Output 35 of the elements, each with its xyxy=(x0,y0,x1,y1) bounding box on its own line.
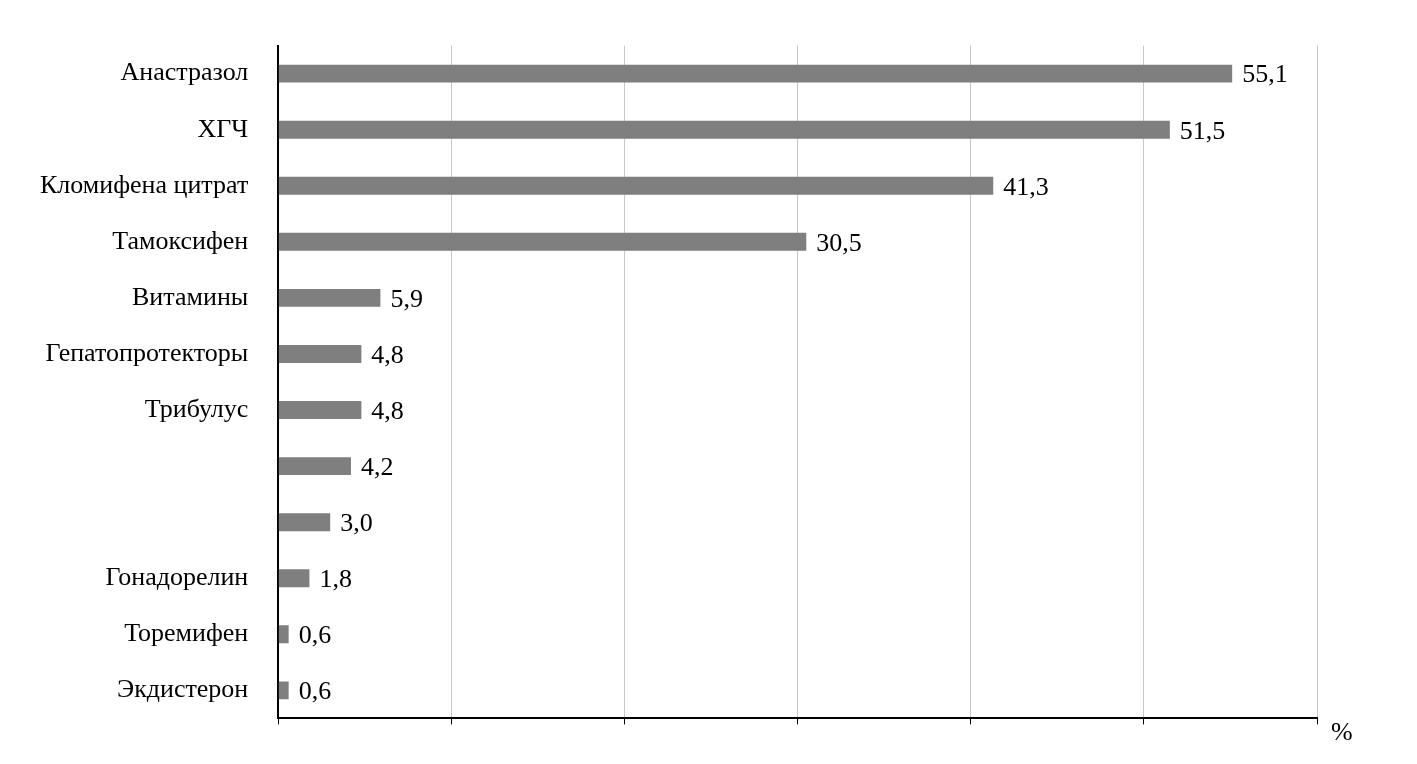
data-label: 41,3 xyxy=(1003,171,1049,201)
bar xyxy=(278,457,351,476)
y-tick-label: Торемифен xyxy=(124,618,249,648)
bar xyxy=(278,345,362,363)
y-tick-label: Анастразол xyxy=(120,57,249,87)
data-label: 4,8 xyxy=(371,395,404,425)
bar xyxy=(278,625,289,644)
data-label: 55,1 xyxy=(1242,59,1288,89)
bar xyxy=(278,513,331,532)
y-tick-label: Трибулус xyxy=(144,393,249,423)
data-label: 30,5 xyxy=(816,227,862,257)
y-tick-label: ХГЧ xyxy=(197,113,249,143)
data-label: 5,9 xyxy=(390,283,423,313)
bar xyxy=(278,176,994,195)
bar xyxy=(278,64,1233,83)
data-label: 4,2 xyxy=(360,451,394,481)
y-tick-label: Экдистерон xyxy=(116,674,249,704)
bar xyxy=(278,288,381,307)
bar xyxy=(278,681,289,700)
y-tick-label: Гонадорелин xyxy=(105,562,249,592)
bar xyxy=(278,569,310,588)
data-label: 1,8 xyxy=(319,564,352,594)
y-tick-label: Тамоксифен xyxy=(112,225,249,255)
x-axis-title: % xyxy=(1331,717,1353,747)
data-label: 0,6 xyxy=(298,676,332,706)
y-tick-label: Гепатопротекторы xyxy=(45,337,249,367)
data-label: 3,0 xyxy=(340,507,373,537)
bar xyxy=(278,232,807,251)
bar xyxy=(278,120,1170,139)
bar xyxy=(278,401,362,419)
data-label: 51,5 xyxy=(1179,115,1226,145)
y-tick-label: Кломифена цитрат xyxy=(39,169,249,199)
y-tick-label: Витамины xyxy=(132,281,249,311)
data-label: 4,8 xyxy=(371,339,404,369)
data-label: 0,6 xyxy=(298,620,332,650)
